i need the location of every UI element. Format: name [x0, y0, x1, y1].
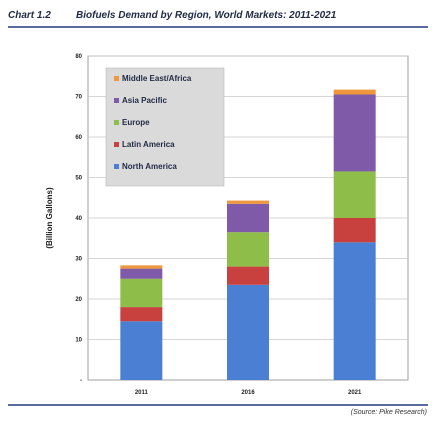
x-tick-label: 2011 [135, 390, 149, 396]
footer-rule [8, 404, 428, 406]
chart-header: Chart 1.2 Biofuels Demand by Region, Wor… [8, 8, 428, 28]
y-tick-label: 70 [75, 95, 82, 101]
legend-swatch [114, 164, 119, 169]
y-tick-label: 20 [75, 297, 82, 303]
bar-segment [120, 265, 162, 268]
legend-swatch [114, 142, 119, 147]
bar-segment [334, 90, 376, 95]
x-tick-label: 2021 [348, 390, 362, 396]
bar-segment [334, 242, 376, 380]
legend-label: Middle East/Africa [122, 74, 192, 83]
bar-segment [120, 307, 162, 321]
y-tick-label: 40 [75, 216, 82, 222]
y-tick-label: 80 [75, 54, 82, 60]
legend-swatch [114, 98, 119, 103]
chart-title: Biofuels Demand by Region, World Markets… [76, 10, 336, 21]
bar-segment [120, 269, 162, 279]
legend-label: Asia Pacific [122, 96, 167, 105]
bar-segment [120, 279, 162, 307]
bar-segment [227, 232, 269, 266]
y-tick-label: 10 [75, 338, 82, 344]
bar-segment [334, 94, 376, 171]
y-axis-label: (Billion Gallons) [45, 187, 54, 249]
legend-swatch [114, 76, 119, 81]
chart-number: Chart 1.2 [8, 10, 51, 21]
chart-area: - 10 20 30 40 50 60 70 80 (Billion Gallons) 2011 20… [8, 34, 428, 402]
legend-swatch [114, 120, 119, 125]
legend: Middle East/Africa Asia Pacific Europe Lati… [106, 68, 224, 186]
y-tick-label: 50 [75, 176, 82, 182]
x-tick-label: 2016 [241, 390, 255, 396]
y-tick-label: 60 [75, 135, 82, 141]
source-note: (Source: Pike Research) [351, 409, 427, 416]
bar-segment [334, 171, 376, 218]
legend-label: Europe [122, 118, 150, 127]
legend-label: Latin America [122, 140, 175, 149]
y-tick-label: 30 [75, 257, 82, 263]
bar-chart: - 10 20 30 40 50 60 70 80 (Billion Gallons) 2011 20… [8, 34, 428, 402]
bar-segment [334, 218, 376, 242]
legend-label: North America [122, 162, 177, 171]
bar-segment [120, 321, 162, 380]
bar-segment [227, 201, 269, 204]
bar-segment [227, 204, 269, 232]
y-tick-label: - [80, 378, 82, 384]
header-rule [8, 26, 428, 28]
bar-segment [227, 267, 269, 285]
bar-segment [227, 285, 269, 380]
